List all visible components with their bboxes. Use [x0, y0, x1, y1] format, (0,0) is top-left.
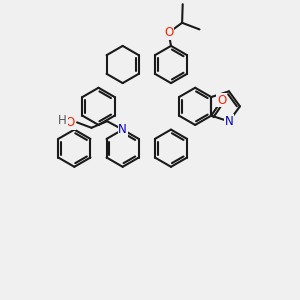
Text: N: N: [225, 115, 233, 128]
Text: O: O: [164, 26, 173, 39]
Text: N: N: [118, 123, 127, 136]
Text: O: O: [217, 94, 226, 106]
Text: H: H: [58, 114, 67, 128]
Text: O: O: [66, 116, 75, 129]
